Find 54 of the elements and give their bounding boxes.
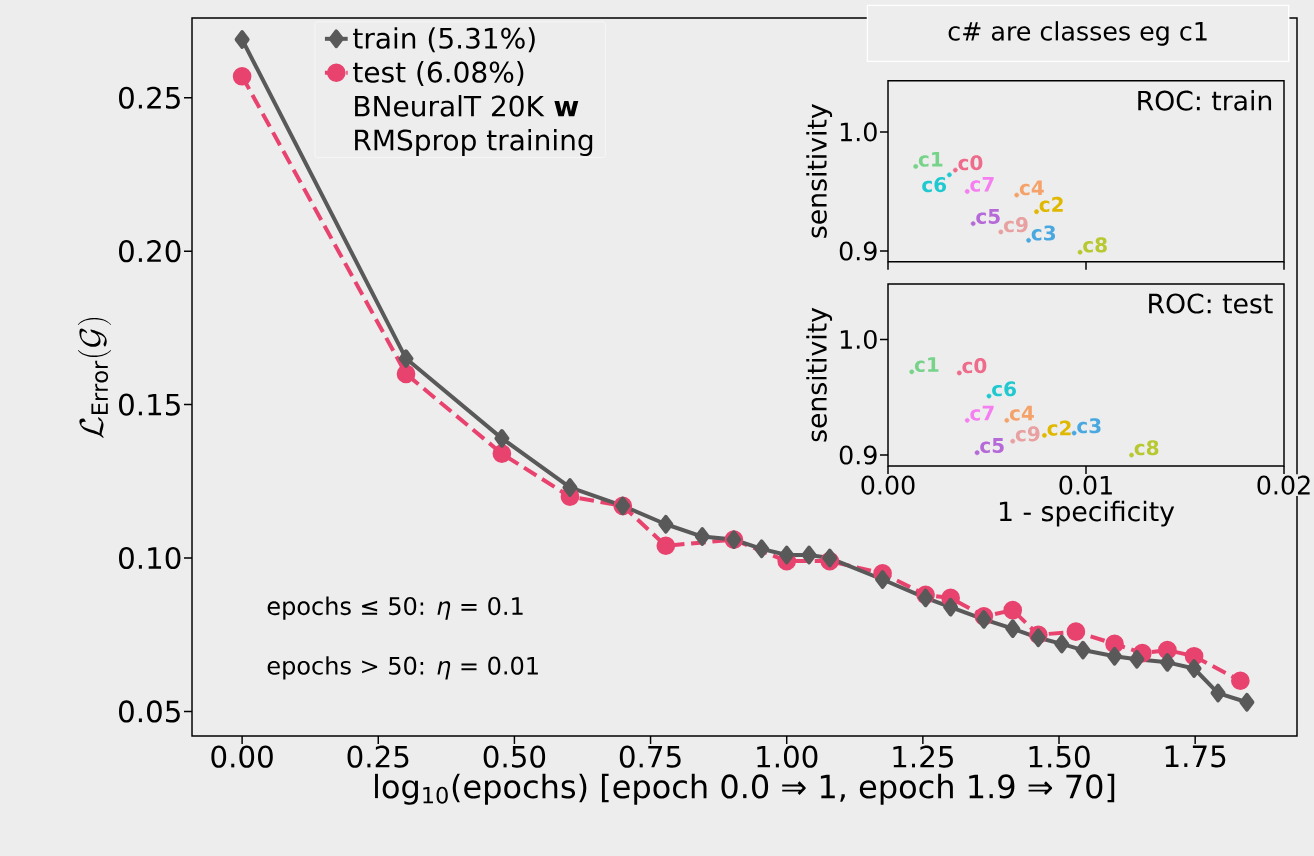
- annotation: BNeuralT 20K w: [355, 95, 579, 117]
- y-tick-label: 0.10: [119, 546, 181, 570]
- legend-label: train (5.31%): [353, 27, 535, 53]
- annotation: epochs > 50: η = 0.01: [267, 656, 538, 680]
- series-label: c6: [992, 381, 1016, 397]
- y-axis-title: $\mathcal{L}_{\mathrm{Error}}(\mathcal{G})$: [77, 317, 112, 439]
- chart-title: ROC: test: [1149, 293, 1273, 314]
- y-axis-title: sensitivity: [806, 104, 833, 238]
- series-label: c3: [1077, 418, 1101, 434]
- annotation: c# are classes eg c1: [948, 21, 1207, 46]
- x-tick-label: 1.25: [893, 745, 953, 768]
- series-label: c2: [1047, 420, 1071, 436]
- x-tick-label: 1.50: [1029, 745, 1090, 768]
- x-tick-label: 0.25: [347, 745, 409, 768]
- y-tick-label: 0.05: [119, 700, 180, 723]
- y-tick-label: 0.25: [119, 86, 180, 109]
- y-axis-title: sensitivity: [806, 307, 833, 442]
- series-label: c0: [958, 155, 983, 171]
- y-tick-label: 1.0: [840, 329, 877, 350]
- series-label: c5: [980, 438, 1004, 453]
- series-label: c2: [1039, 196, 1063, 212]
- x-tick-label: 0.75: [619, 745, 681, 768]
- annotation: epochs ≤ 50: η = 0.1: [267, 596, 523, 620]
- series-label: c6: [922, 177, 947, 193]
- y-tick-label: 0.20: [119, 240, 181, 263]
- y-tick-label: 0.9: [839, 241, 877, 261]
- series-label: c8: [1134, 440, 1159, 456]
- series-label: c5: [976, 209, 1000, 224]
- series-label: c4: [1019, 180, 1044, 196]
- series-label: c1: [914, 357, 939, 373]
- y-tick-label: 0.15: [119, 393, 180, 416]
- x-tick-label: 0.01: [1059, 475, 1112, 495]
- series-label: c9: [1015, 426, 1040, 442]
- series-label: c4: [1009, 405, 1034, 421]
- x-axis-title: 1 - specificity: [999, 500, 1175, 527]
- series-label: c9: [1003, 217, 1028, 233]
- y-tick-label: 1.0: [840, 122, 877, 142]
- x-axis-title: log$_{10}$(epochs) [epoch 0.0 ⇒ 1, epoch 1.9 ⇒ 70]: [375, 773, 1115, 805]
- series-label: c7: [970, 405, 994, 421]
- x-tick-label: 0.00: [861, 475, 915, 495]
- chart-title: ROC: train: [1138, 90, 1272, 111]
- series-label: c7: [970, 176, 994, 192]
- series-label: c0: [962, 358, 987, 374]
- series-label: c3: [1031, 225, 1056, 241]
- x-tick-label: 1.00: [757, 745, 818, 768]
- x-tick-label: 0.50: [483, 745, 546, 768]
- legend-label: test (6.08%): [353, 61, 524, 87]
- series-label: c1: [918, 151, 943, 167]
- x-tick-label: 0.00: [211, 745, 273, 768]
- annotation: RMSprop training: [355, 128, 593, 157]
- series-label: c8: [1083, 237, 1107, 253]
- x-tick-label: 0.02: [1257, 475, 1310, 495]
- x-tick-label: 1.75: [1165, 745, 1226, 768]
- y-tick-label: 0.9: [839, 445, 877, 465]
